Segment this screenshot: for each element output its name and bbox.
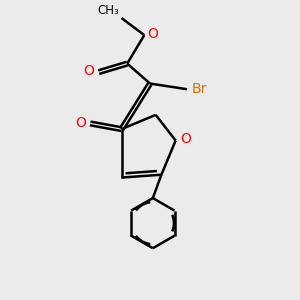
Text: Br: Br [191, 82, 207, 96]
Text: O: O [147, 27, 158, 41]
Text: O: O [75, 116, 86, 130]
Text: CH₃: CH₃ [97, 4, 119, 16]
Text: O: O [180, 132, 191, 146]
Text: O: O [84, 64, 94, 78]
